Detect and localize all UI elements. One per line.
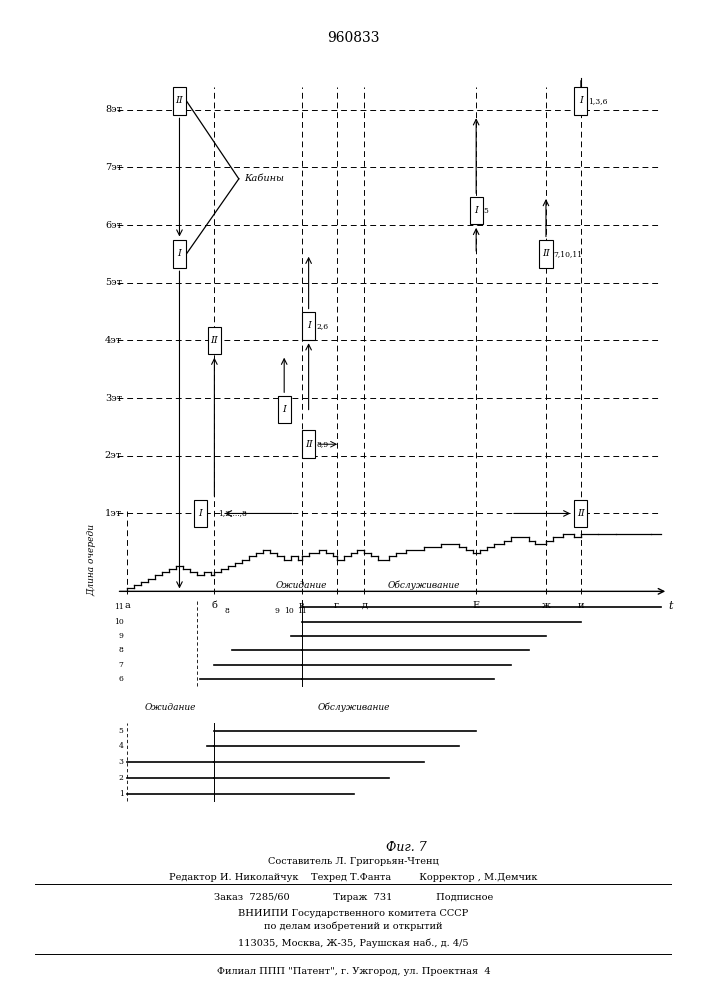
Text: 11: 11 [114, 603, 124, 611]
Text: 9: 9 [119, 632, 124, 640]
Text: 7эт: 7эт [105, 163, 122, 172]
Text: I: I [579, 96, 583, 105]
Bar [173, 240, 186, 268]
Text: II: II [577, 509, 585, 518]
Text: 10: 10 [114, 618, 124, 626]
Text: 9: 9 [275, 607, 280, 615]
Text: 960833: 960833 [327, 30, 380, 44]
Text: Обслуживание: Обслуживание [387, 581, 460, 590]
Text: 3эт: 3эт [105, 394, 122, 403]
Text: I: I [307, 321, 310, 330]
Text: 7: 7 [119, 661, 124, 669]
Text: б: б [211, 601, 217, 610]
Text: 8: 8 [224, 607, 229, 615]
Text: Длина очереди: Длина очереди [88, 524, 97, 596]
Text: 11: 11 [297, 607, 307, 615]
Text: 1,3,6: 1,3,6 [588, 97, 608, 105]
Text: д: д [361, 601, 368, 610]
Text: II: II [305, 440, 312, 449]
Text: II: II [211, 336, 218, 345]
Text: 2: 2 [119, 774, 124, 782]
Bar [302, 312, 315, 340]
Text: 6эт: 6эт [105, 221, 122, 230]
Text: 2эт: 2эт [105, 451, 122, 460]
Text: а: а [124, 601, 130, 610]
Text: II: II [175, 96, 183, 105]
Bar [208, 327, 221, 354]
Text: t: t [668, 601, 672, 611]
Text: 8,9: 8,9 [316, 440, 329, 448]
Text: 1: 1 [119, 790, 124, 798]
Text: 1эт: 1эт [105, 509, 122, 518]
Text: 5: 5 [119, 727, 124, 735]
Text: Кабины: Кабины [244, 174, 284, 183]
Bar [469, 197, 483, 224]
Text: 7,10,11: 7,10,11 [554, 250, 583, 258]
Text: Фиг. 7: Фиг. 7 [386, 841, 427, 854]
Text: по делам изобретений и открытий: по делам изобретений и открытий [264, 922, 443, 931]
Text: г: г [334, 601, 339, 610]
Text: Филиал ППП "Патент", г. Ужгород, ул. Проектная  4: Филиал ППП "Патент", г. Ужгород, ул. Про… [216, 967, 491, 976]
Text: 8эт: 8эт [105, 105, 122, 114]
Text: ж: ж [542, 601, 550, 610]
Text: 5: 5 [484, 207, 489, 215]
Text: 113035, Москва, Ж-35, Раушская наб., д. 4/5: 113035, Москва, Ж-35, Раушская наб., д. … [238, 938, 469, 948]
Text: I: I [282, 405, 286, 414]
Bar [173, 87, 186, 115]
Text: 2,6: 2,6 [316, 322, 329, 330]
Text: I: I [474, 206, 478, 215]
Text: 3: 3 [119, 758, 124, 766]
Text: Ожидание: Ожидание [145, 703, 197, 712]
Text: ВНИИПИ Государственного комитета СССР: ВНИИПИ Государственного комитета СССР [238, 908, 469, 918]
Bar [539, 240, 553, 268]
Text: I: I [199, 509, 202, 518]
Text: Заказ  7285/60              Тираж  731              Подписное: Заказ 7285/60 Тираж 731 Подписное [214, 893, 493, 902]
Text: 8: 8 [119, 646, 124, 654]
Text: 5эт: 5эт [105, 278, 122, 287]
Text: 4эт: 4эт [105, 336, 122, 345]
Text: 10: 10 [284, 607, 294, 615]
Bar [194, 500, 207, 527]
Text: 4: 4 [119, 742, 124, 750]
Text: II: II [542, 249, 550, 258]
Text: в: в [299, 601, 304, 610]
Bar [574, 500, 588, 527]
Text: Ожидание: Ожидание [276, 581, 327, 590]
Bar [574, 87, 588, 115]
Text: 1,2,...,8: 1,2,...,8 [218, 509, 247, 517]
Bar [302, 430, 315, 458]
Text: и: и [578, 601, 584, 610]
Text: 6: 6 [119, 675, 124, 683]
Bar [278, 396, 291, 423]
Text: Обслуживание: Обслуживание [317, 702, 390, 712]
Text: Е: Е [472, 601, 480, 610]
Text: Составитель Л. Григорьян-Чтенц: Составитель Л. Григорьян-Чтенц [268, 856, 439, 865]
Text: I: I [177, 249, 182, 258]
Text: Редактор И. Николайчук    Техред Т.Фанта         Корректор , М.Демчик: Редактор И. Николайчук Техред Т.Фанта Ко… [169, 873, 538, 882]
